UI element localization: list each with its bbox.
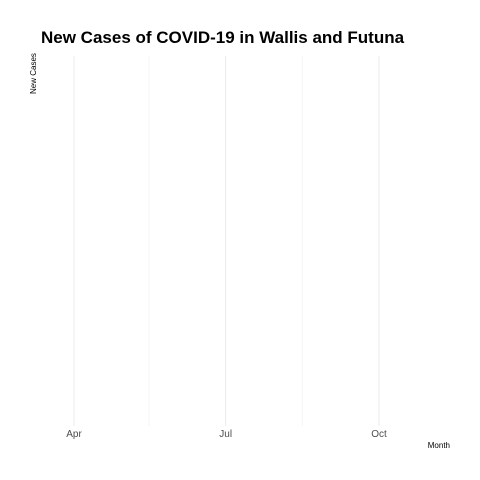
x-tick-label: Oct bbox=[371, 429, 387, 440]
x-tick-label: Apr bbox=[66, 429, 82, 440]
x-axis-title: Month bbox=[428, 441, 450, 450]
gridlines bbox=[73, 56, 380, 426]
x-axis-ticks: Apr Jul Oct bbox=[66, 429, 387, 440]
x-tick-label: Jul bbox=[219, 429, 232, 440]
chart-title: New Cases of COVID-19 in Wallis and Futu… bbox=[41, 28, 405, 47]
y-axis-title: New Cases bbox=[29, 53, 38, 94]
